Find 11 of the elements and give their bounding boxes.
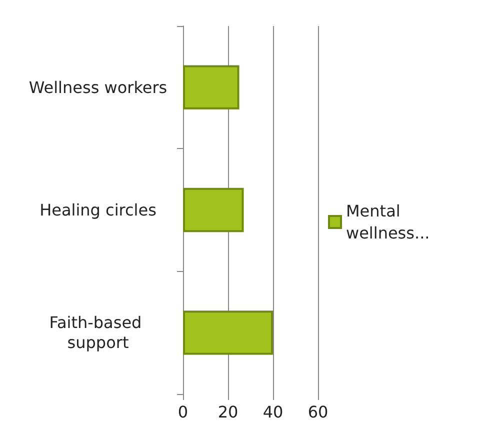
- bar: [183, 65, 240, 110]
- x-tick-label: 60: [308, 402, 328, 422]
- x-tick-label: 0: [178, 402, 188, 422]
- bar: [183, 310, 273, 355]
- y-tick-label: Faith-based support: [49, 313, 147, 352]
- bar: [183, 188, 244, 232]
- x-tick-label: 20: [218, 402, 238, 422]
- legend-label: Mental wellness...: [346, 202, 430, 242]
- x-tick-label: 40: [262, 402, 284, 422]
- y-tick-label: Healing circles: [40, 200, 156, 220]
- y-tick-label: Wellness workers: [28, 78, 168, 97]
